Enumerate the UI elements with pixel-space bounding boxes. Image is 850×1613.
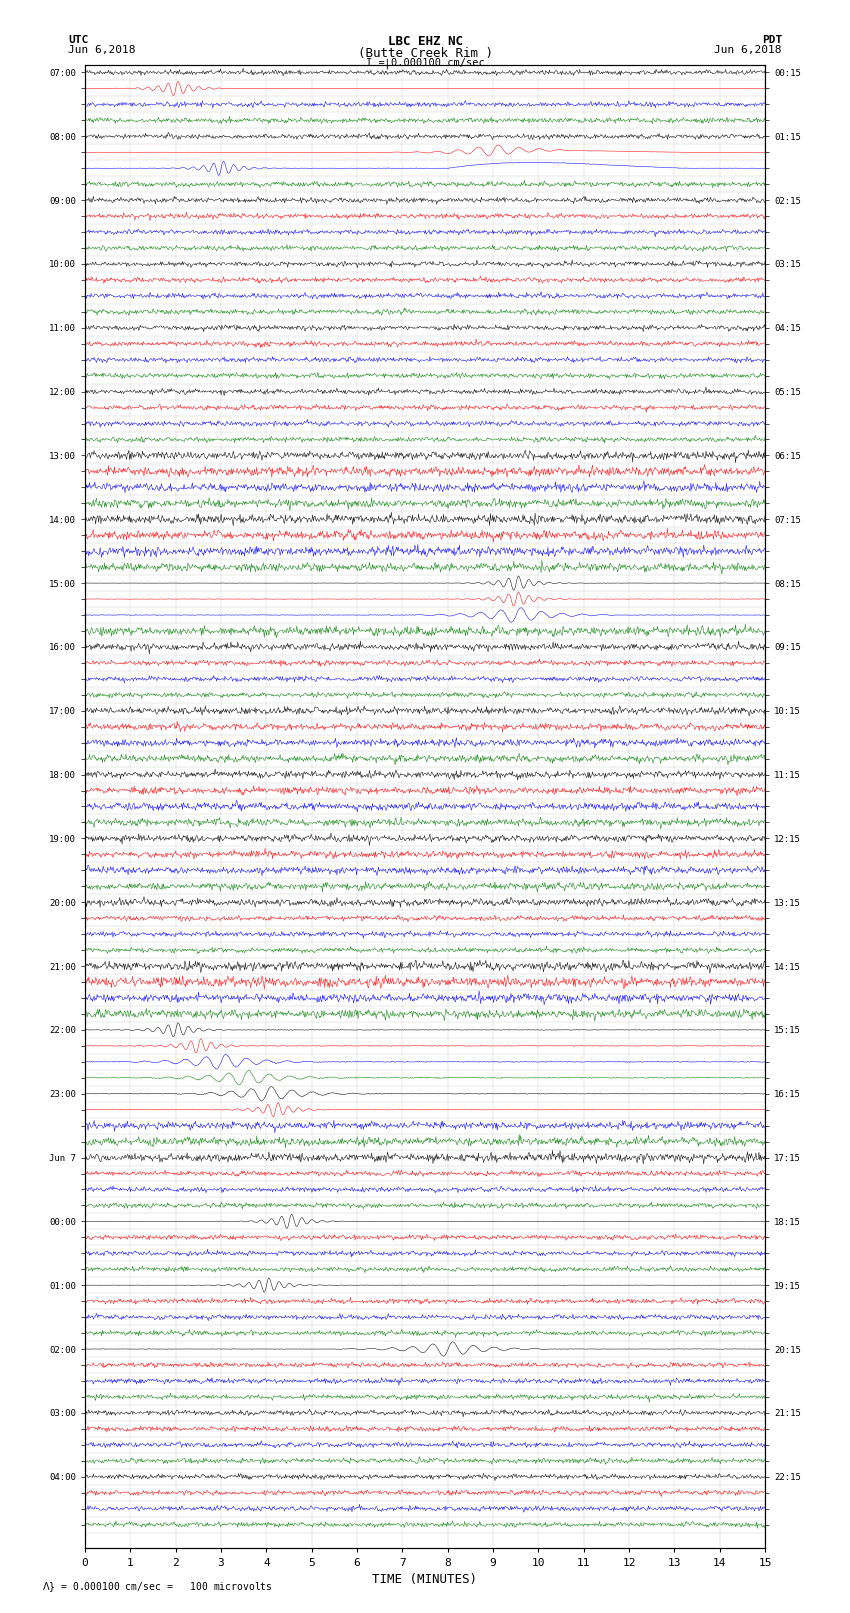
Text: PDT: PDT (762, 35, 782, 45)
Text: Jun 6,2018: Jun 6,2018 (68, 45, 135, 55)
Text: I = 0.000100 cm/sec: I = 0.000100 cm/sec (366, 58, 484, 68)
Text: LBC EHZ NC: LBC EHZ NC (388, 35, 462, 48)
Text: UTC: UTC (68, 35, 88, 45)
Text: $\Lambda$} = 0.000100 cm/sec =   100 microvolts: $\Lambda$} = 0.000100 cm/sec = 100 micro… (42, 1579, 273, 1594)
Text: Jun 6,2018: Jun 6,2018 (715, 45, 782, 55)
X-axis label: TIME (MINUTES): TIME (MINUTES) (372, 1573, 478, 1586)
Text: |: | (383, 58, 390, 69)
Text: (Butte Creek Rim ): (Butte Creek Rim ) (358, 47, 492, 60)
